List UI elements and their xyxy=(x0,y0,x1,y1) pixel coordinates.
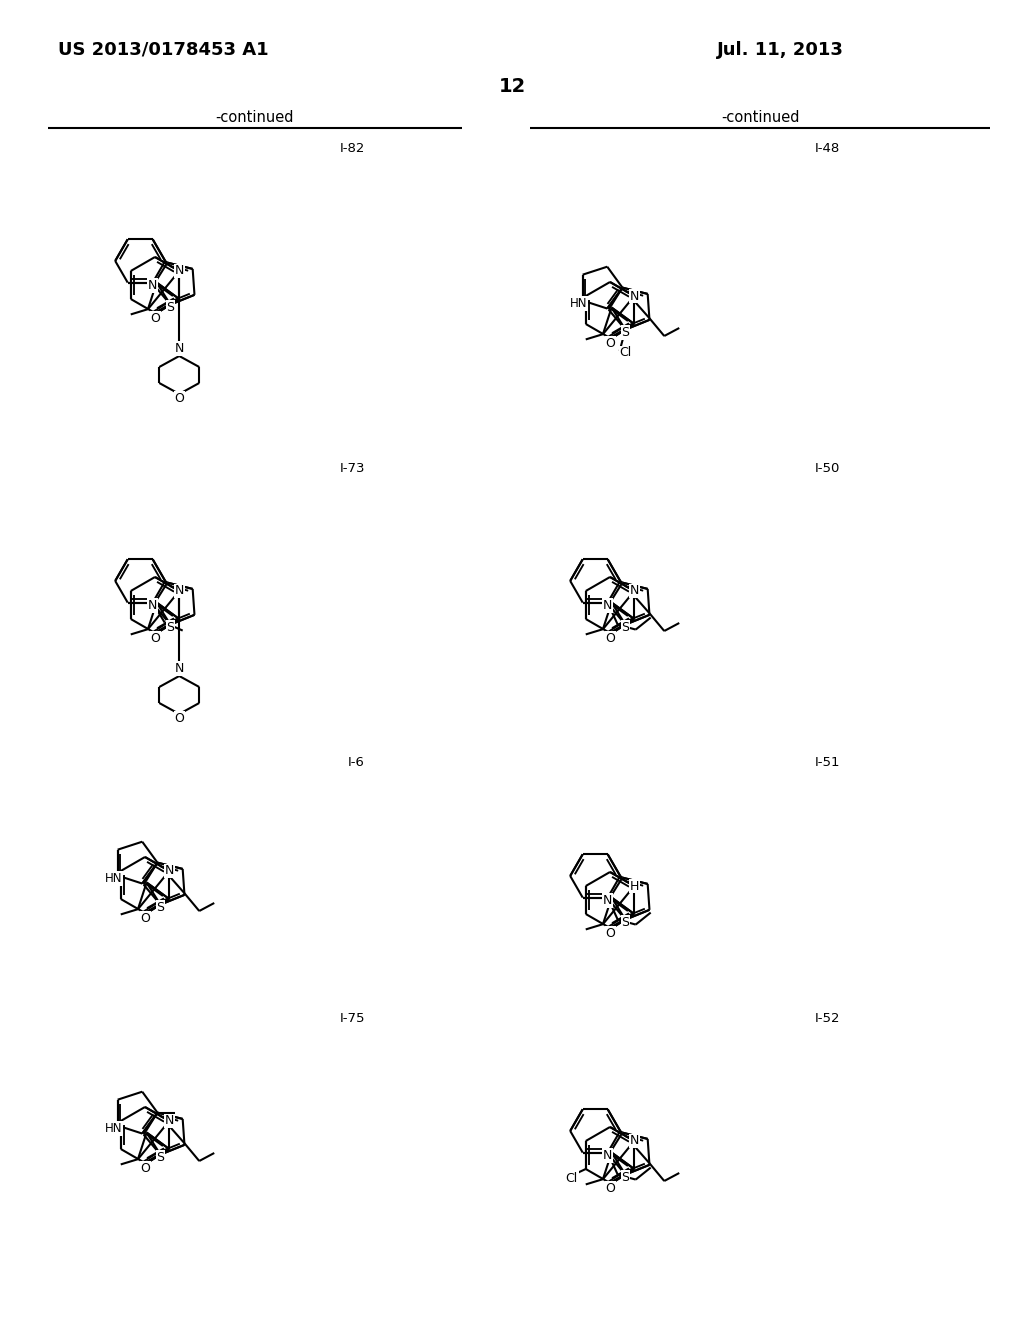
Text: HN: HN xyxy=(104,1122,123,1135)
Text: Jul. 11, 2013: Jul. 11, 2013 xyxy=(717,41,844,59)
Text: -continued: -continued xyxy=(721,111,800,125)
Text: 12: 12 xyxy=(499,78,525,96)
Text: S: S xyxy=(622,622,630,634)
Text: I-48: I-48 xyxy=(815,141,840,154)
Text: -continued: -continued xyxy=(216,111,294,125)
Text: O: O xyxy=(605,927,615,940)
Text: N: N xyxy=(174,585,184,598)
Text: N: N xyxy=(630,289,639,302)
Text: HN: HN xyxy=(104,873,123,884)
Text: I-82: I-82 xyxy=(340,141,365,154)
Text: N: N xyxy=(148,279,158,292)
Text: I-51: I-51 xyxy=(814,756,840,770)
Text: N: N xyxy=(630,1134,639,1147)
Text: S: S xyxy=(622,916,630,929)
Text: N: N xyxy=(148,599,158,612)
Text: S: S xyxy=(622,1171,630,1184)
Text: HN: HN xyxy=(570,297,588,310)
Text: H: H xyxy=(630,879,639,892)
Text: Cl: Cl xyxy=(620,346,632,359)
Text: N: N xyxy=(174,663,184,676)
Text: N: N xyxy=(174,264,184,277)
Text: I-52: I-52 xyxy=(814,1011,840,1024)
Text: I-73: I-73 xyxy=(340,462,365,474)
Text: O: O xyxy=(151,312,160,325)
Text: O: O xyxy=(174,392,184,404)
Text: N: N xyxy=(603,894,612,907)
Text: S: S xyxy=(166,301,174,314)
Text: N: N xyxy=(603,1150,612,1162)
Text: O: O xyxy=(605,632,615,645)
Text: N: N xyxy=(630,585,639,598)
Text: O: O xyxy=(140,912,151,925)
Text: O: O xyxy=(174,711,184,725)
Text: N: N xyxy=(603,599,612,612)
Text: N: N xyxy=(165,865,174,878)
Text: O: O xyxy=(605,337,615,350)
Text: O: O xyxy=(151,632,160,645)
Text: O: O xyxy=(605,1183,615,1195)
Text: I-6: I-6 xyxy=(348,756,365,770)
Text: O: O xyxy=(140,1162,151,1175)
Text: US 2013/0178453 A1: US 2013/0178453 A1 xyxy=(58,41,268,59)
Text: S: S xyxy=(157,1151,165,1164)
Text: S: S xyxy=(166,622,174,634)
Text: N: N xyxy=(174,342,184,355)
Text: N: N xyxy=(165,1114,174,1127)
Text: S: S xyxy=(622,326,630,339)
Text: I-75: I-75 xyxy=(340,1011,365,1024)
Text: I-50: I-50 xyxy=(815,462,840,474)
Text: S: S xyxy=(157,902,165,913)
Text: Cl: Cl xyxy=(565,1172,578,1185)
